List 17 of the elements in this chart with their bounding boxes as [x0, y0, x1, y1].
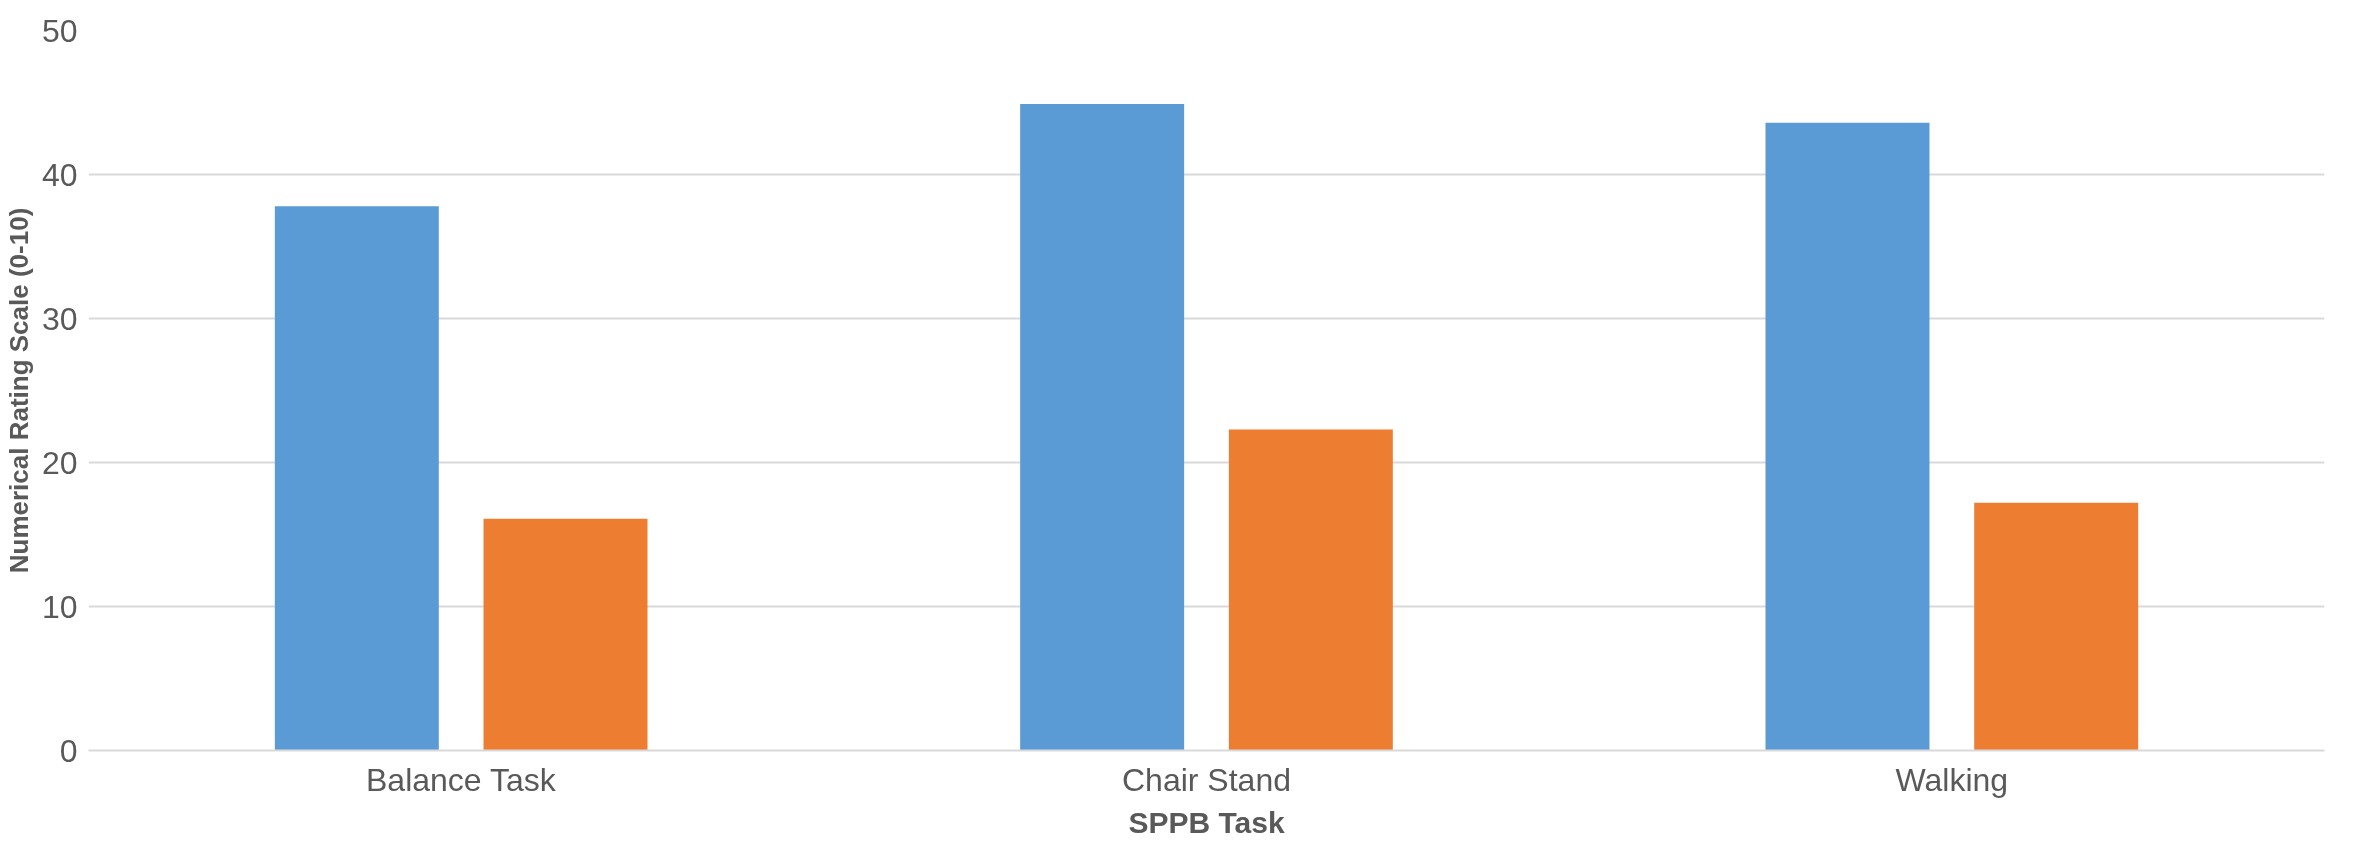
bar: [483, 518, 648, 751]
y-tick-label: 40: [41, 156, 78, 193]
x-tick-label: Balance Task: [366, 761, 557, 798]
x-tick-label: Chair Stand: [1122, 761, 1291, 798]
y-tick-label: 50: [41, 12, 78, 49]
y-tick-label: 30: [41, 300, 78, 337]
bar: [1228, 429, 1393, 751]
y-tick-label: 10: [41, 588, 78, 625]
bar: [1974, 502, 2139, 751]
bar: [1020, 103, 1185, 751]
bar: [274, 206, 439, 751]
x-tick-label: Walking: [1895, 761, 2009, 798]
y-axis-title: Numerical Rating Scale (0-10): [3, 207, 34, 574]
y-tick-label: 20: [41, 444, 78, 481]
y-tick-label: 0: [59, 732, 78, 769]
x-axis-title: SPPB Task: [1128, 805, 1285, 839]
bar: [1765, 122, 1930, 751]
